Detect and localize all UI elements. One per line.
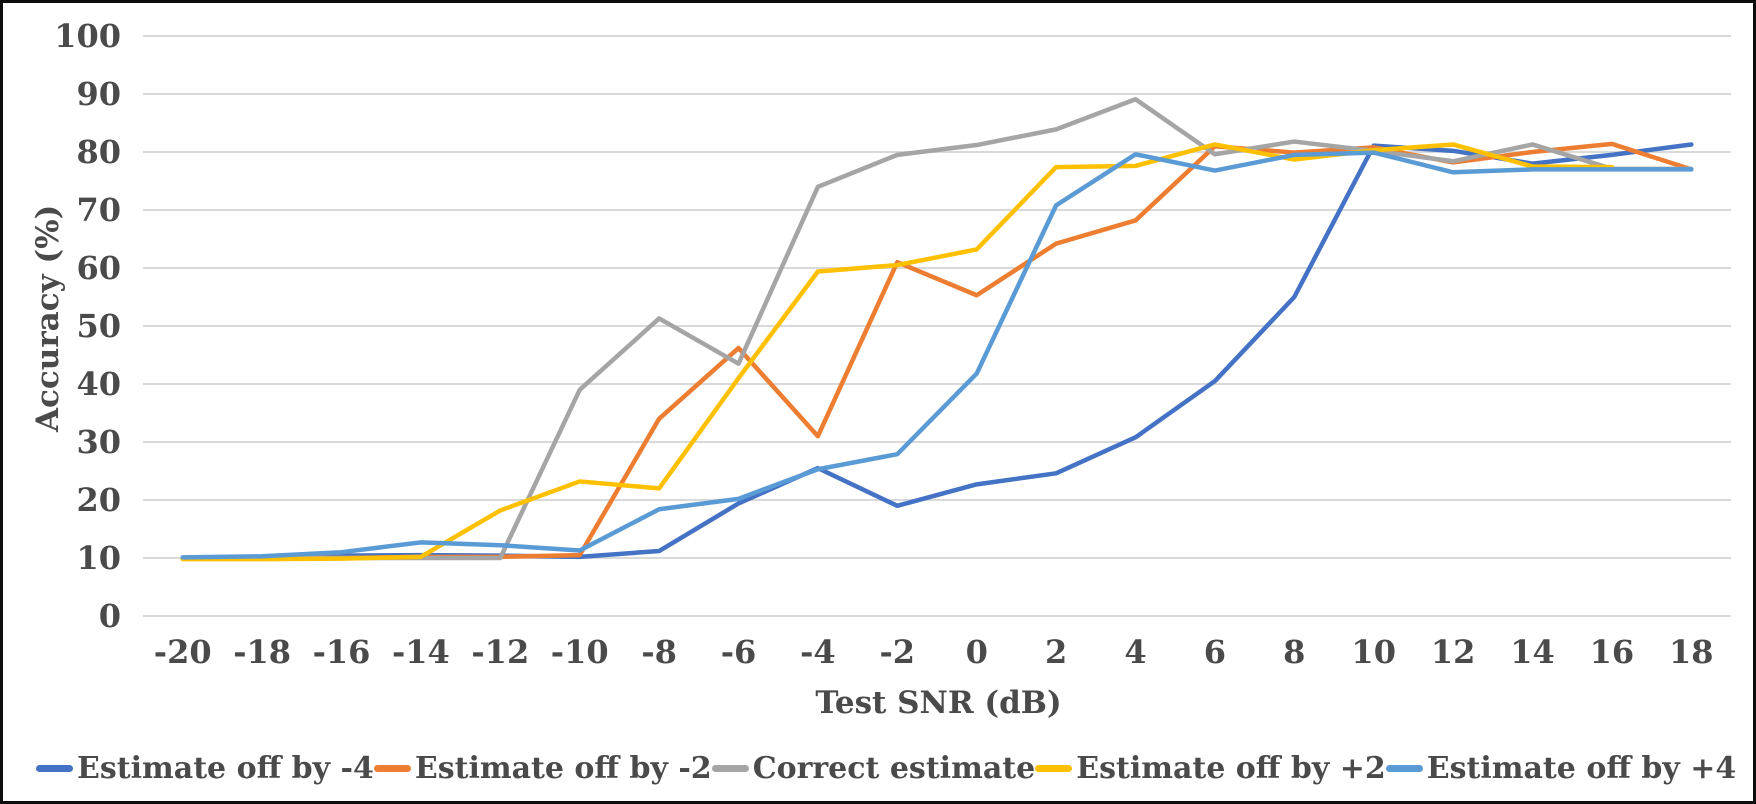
x-tick-label: -10 <box>551 633 609 671</box>
legend-label: Estimate off by -2 <box>414 751 712 786</box>
x-tick-label: -16 <box>313 633 371 671</box>
y-tick-label: 50 <box>76 307 121 345</box>
x-tick-label: 0 <box>966 633 988 671</box>
x-tick-label: 4 <box>1124 633 1146 671</box>
x-tick-label: 2 <box>1045 633 1067 671</box>
legend-swatch <box>1385 765 1423 772</box>
x-tick-label: -6 <box>721 633 757 671</box>
y-tick-label: 40 <box>76 365 121 403</box>
legend: Estimate off by -4 Estimate off by -2 Corr… <box>36 751 1736 786</box>
x-tick-label: -8 <box>641 633 677 671</box>
x-tick-label: 14 <box>1510 633 1555 671</box>
series-line-5 <box>180 150 1694 560</box>
series-line-3 <box>180 96 1694 561</box>
y-tick-label: 100 <box>54 17 121 55</box>
y-tick-label: 70 <box>76 191 121 229</box>
y-tick-label: 80 <box>76 133 121 171</box>
series-line-1 <box>180 142 1694 561</box>
x-tick-label: 12 <box>1431 633 1476 671</box>
legend-swatch <box>373 765 411 772</box>
x-axis-title: Test SNR (dB) <box>815 685 1062 721</box>
legend-label: Estimate off by +2 <box>1076 751 1386 786</box>
x-tick-label: -18 <box>233 633 291 671</box>
x-tick-label: -2 <box>880 633 916 671</box>
x-tick-label: -14 <box>392 633 450 671</box>
y-tick-label: 30 <box>76 423 121 461</box>
legend-item-1: Estimate off by -4 <box>36 751 374 786</box>
y-tick-label: 60 <box>76 249 121 287</box>
legend-item-3: Correct estimate <box>711 751 1036 786</box>
series-line-4 <box>180 142 1615 562</box>
legend-item-2: Estimate off by -2 <box>373 751 712 786</box>
y-tick-label: 0 <box>99 597 121 635</box>
legend-item-5: Estimate off by +4 <box>1385 751 1737 786</box>
legend-label: Correct estimate <box>752 751 1036 786</box>
x-tick-label: 18 <box>1669 633 1714 671</box>
legend-label: Estimate off by +4 <box>1426 751 1737 786</box>
x-tick-label: 8 <box>1283 633 1305 671</box>
y-tick-label: 90 <box>76 75 121 113</box>
legend-item-4: Estimate off by +2 <box>1035 751 1386 786</box>
y-axis-title: Accuracy (%) <box>30 204 66 432</box>
x-tick-label: -20 <box>154 633 212 671</box>
legend-swatch <box>711 765 749 772</box>
x-tick-label: -12 <box>471 633 529 671</box>
legend-label: Estimate off by -4 <box>77 751 374 786</box>
y-tick-label: 10 <box>76 539 121 577</box>
x-tick-label: 16 <box>1590 633 1635 671</box>
x-tick-label: 6 <box>1204 633 1226 671</box>
x-tick-label: 10 <box>1351 633 1396 671</box>
legend-swatch <box>1035 765 1073 772</box>
legend-swatch <box>36 765 73 772</box>
x-tick-label: -4 <box>800 633 836 671</box>
y-tick-label: 20 <box>76 481 121 519</box>
